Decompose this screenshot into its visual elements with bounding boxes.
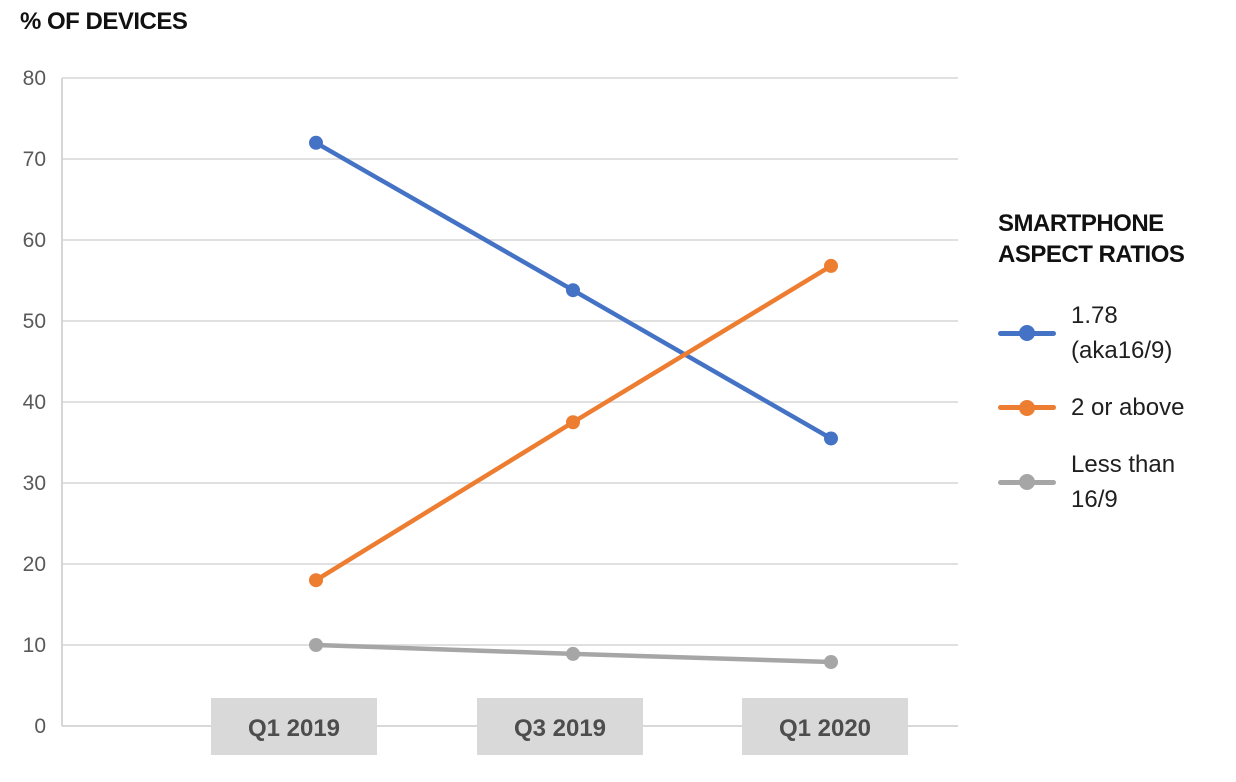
legend-title: SMARTPHONE ASPECT RATIOS bbox=[998, 210, 1185, 268]
data-point-marker bbox=[824, 258, 838, 273]
x-axis-label: Q3 2019 bbox=[514, 715, 606, 742]
legend-line-swatch bbox=[998, 474, 1056, 490]
y-axis-tick-label: 60 bbox=[23, 229, 46, 252]
data-point-marker bbox=[566, 646, 580, 661]
legend-swatch-dot-icon bbox=[1019, 325, 1035, 341]
data-point-marker bbox=[309, 573, 323, 588]
x-axis-label-box bbox=[477, 698, 643, 755]
x-axis-label: Q1 2019 bbox=[248, 715, 340, 742]
x-axis-label: Q1 2020 bbox=[779, 715, 871, 742]
y-axis-tick-label: 30 bbox=[23, 472, 46, 495]
legend-line-swatch bbox=[998, 325, 1056, 341]
legend-item: Less than 16/9 bbox=[998, 447, 1228, 517]
legend-swatch-dot-icon bbox=[1019, 399, 1035, 416]
legend-item: 2 or above bbox=[998, 390, 1228, 425]
y-axis-tick-label: 10 bbox=[23, 634, 46, 657]
legend-item-label: 2 or above bbox=[1071, 394, 1185, 421]
data-point-marker bbox=[824, 655, 838, 670]
y-axis-tick-label: 50 bbox=[23, 310, 46, 333]
data-point-marker bbox=[824, 431, 838, 446]
x-axis-label-box bbox=[742, 698, 908, 755]
chart-title: % OF DEVICES bbox=[20, 8, 188, 35]
y-axis-tick-label: 70 bbox=[23, 148, 46, 171]
y-axis-tick-label: 80 bbox=[23, 67, 46, 90]
data-point-marker bbox=[566, 283, 580, 298]
legend-swatch-dot-icon bbox=[1019, 474, 1035, 490]
data-point-marker bbox=[309, 135, 323, 150]
x-axis-label-box bbox=[211, 698, 377, 755]
legend-item-label: 1.78 (aka16/9) bbox=[1071, 302, 1173, 364]
legend: SMARTPHONE ASPECT RATIOS 1.78 (aka16/9) 2… bbox=[998, 208, 1228, 539]
data-point-marker bbox=[309, 638, 323, 652]
legend-item: 1.78 (aka16/9) bbox=[998, 298, 1228, 368]
y-axis-tick-label: 20 bbox=[23, 553, 46, 576]
y-axis-tick-label: 0 bbox=[34, 715, 46, 738]
y-axis-tick-label: 40 bbox=[23, 391, 46, 414]
legend-item-label: Less than 16/9 bbox=[1071, 451, 1176, 513]
data-point-marker bbox=[566, 415, 580, 430]
legend-line-swatch bbox=[998, 399, 1056, 416]
legend-items: 1.78 (aka16/9) 2 or above Less than 16/9 bbox=[998, 298, 1228, 517]
